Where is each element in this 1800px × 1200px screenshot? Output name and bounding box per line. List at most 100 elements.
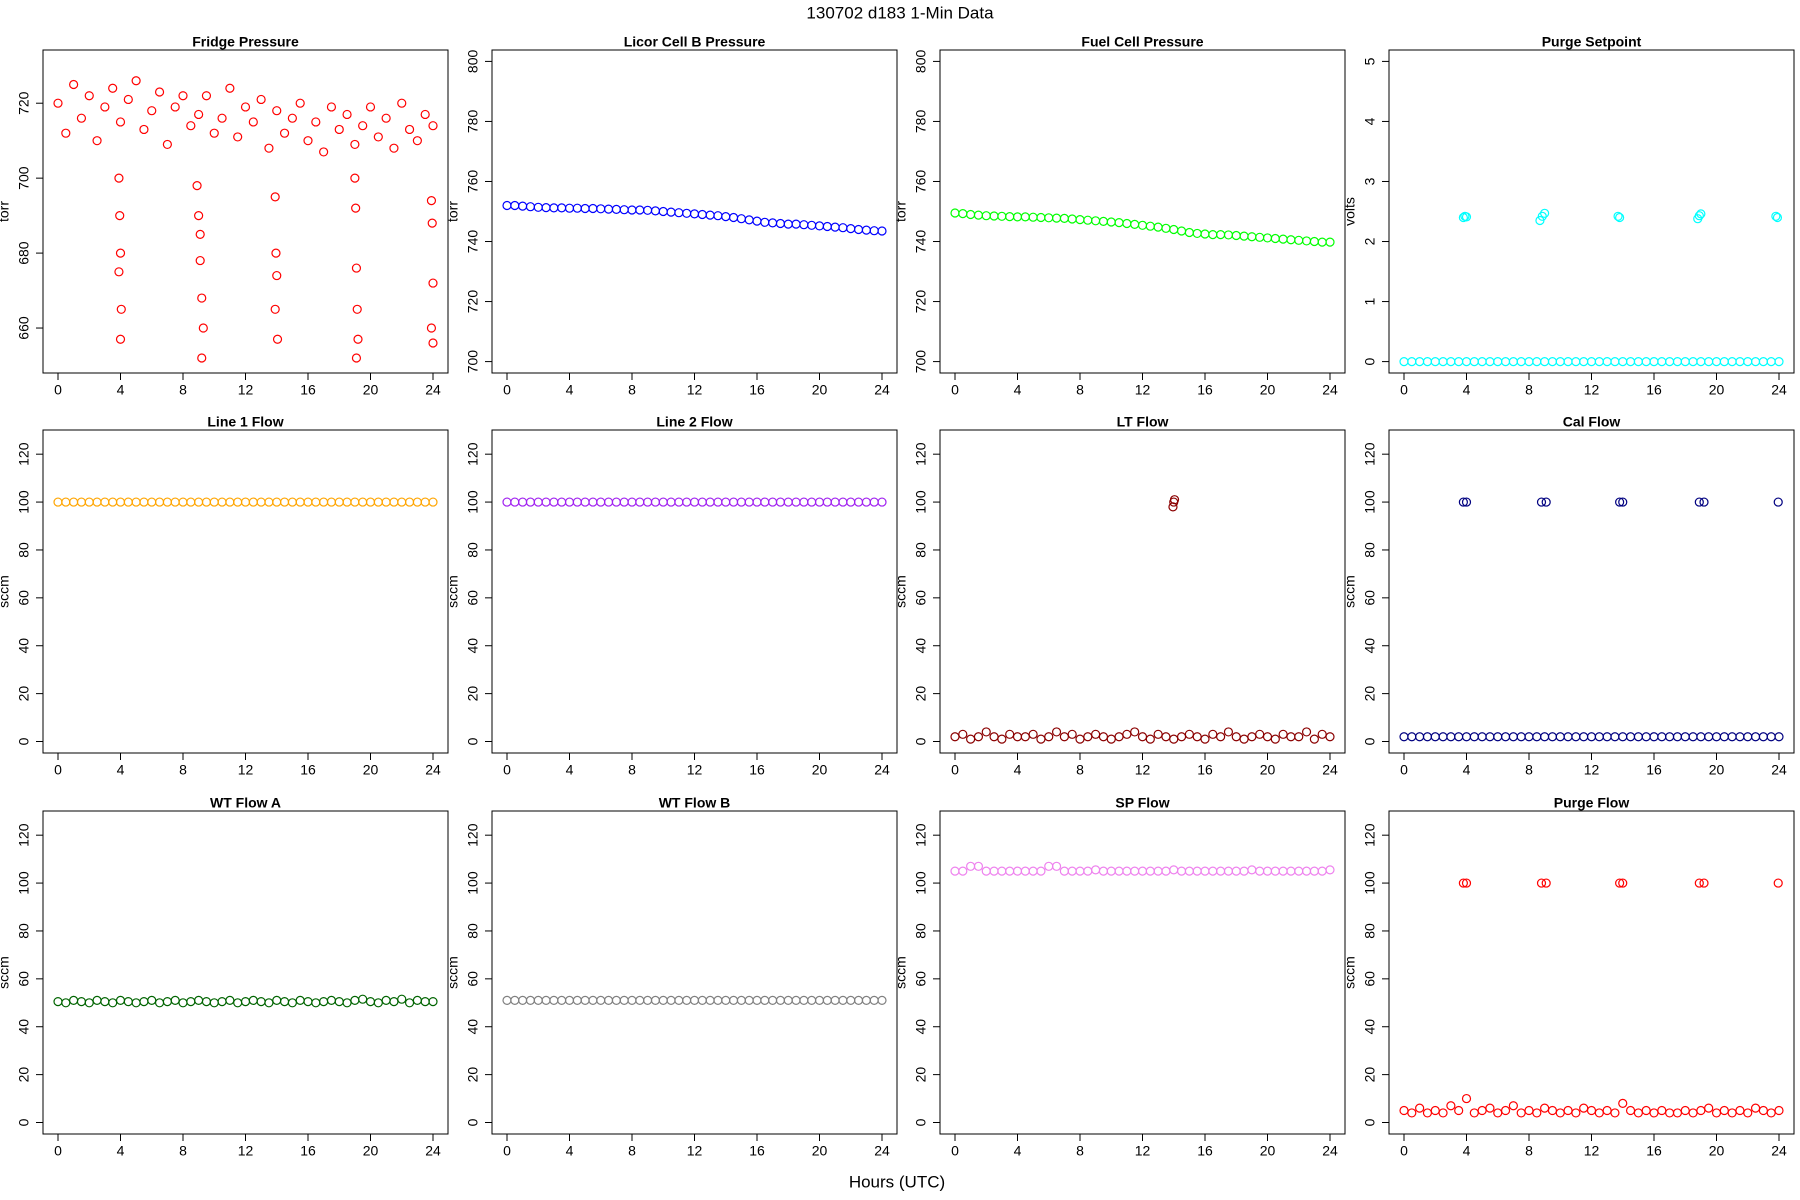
y-axis-label: torr [893, 201, 909, 222]
point [209, 998, 219, 1008]
point [1294, 235, 1304, 245]
point [1704, 1103, 1714, 1113]
point [635, 995, 645, 1005]
x-tick-label: 8 [628, 382, 636, 398]
point [1625, 732, 1636, 742]
point [1657, 1105, 1667, 1116]
point [295, 98, 305, 108]
point [1758, 356, 1768, 367]
point [264, 497, 274, 507]
point [760, 217, 770, 227]
point [186, 996, 196, 1007]
point [279, 497, 290, 507]
point [1649, 356, 1659, 367]
point [1153, 222, 1163, 232]
point [412, 995, 422, 1005]
point [1563, 1105, 1573, 1116]
point [256, 94, 266, 105]
y-tick-label: 0 [1362, 357, 1378, 365]
x-tick-label: 12 [238, 762, 254, 778]
point [1137, 866, 1148, 876]
point [1446, 732, 1456, 742]
point [1743, 1108, 1753, 1118]
point [350, 497, 360, 507]
point [1719, 1105, 1729, 1116]
point [1255, 232, 1265, 242]
point [1059, 213, 1069, 224]
x-tick-label: 8 [1076, 1143, 1084, 1159]
point [1750, 1103, 1761, 1113]
point [115, 334, 126, 344]
point [619, 995, 629, 1005]
point [643, 497, 653, 507]
point [846, 224, 856, 234]
y-tick-label: 0 [1362, 737, 1378, 745]
y-tick-label: 20 [913, 686, 929, 702]
point [1680, 356, 1690, 367]
point [1176, 226, 1187, 236]
point [549, 203, 559, 213]
point [209, 128, 219, 138]
point [326, 995, 337, 1005]
point [1665, 732, 1675, 742]
panel-title: Fridge Pressure [192, 34, 299, 50]
point [1610, 1108, 1620, 1118]
point [752, 497, 762, 507]
point [689, 995, 700, 1005]
point [186, 497, 196, 507]
x-tick-label: 20 [363, 382, 379, 398]
point [1735, 732, 1745, 742]
point [69, 995, 79, 1005]
point [1458, 212, 1468, 223]
point [1766, 356, 1776, 367]
y-tick-label: 100 [16, 871, 32, 895]
point [674, 208, 684, 218]
point [139, 124, 149, 135]
point [1555, 1108, 1565, 1118]
point [1469, 1108, 1479, 1118]
point [1137, 732, 1148, 742]
panel-title: Line 1 Flow [207, 414, 283, 430]
point [1699, 878, 1709, 888]
panel: Fuel Cell Pressure torr 0 4 8 12 16 20 24 700 720 7… [893, 34, 1346, 398]
x-tick-label: 20 [812, 762, 828, 778]
y-tick-label: 720 [16, 91, 32, 115]
point [162, 139, 172, 150]
point [736, 497, 746, 507]
point [1461, 1093, 1472, 1104]
point [147, 995, 157, 1005]
point [518, 201, 528, 211]
panel-title: Cal Flow [1563, 414, 1621, 430]
point [352, 304, 362, 314]
point [861, 497, 871, 507]
y-tick-label: 60 [913, 971, 929, 987]
point [1500, 732, 1511, 742]
point [1059, 866, 1069, 876]
point [869, 497, 879, 507]
point [830, 222, 840, 232]
point [195, 229, 205, 239]
plot-frame [1388, 49, 1795, 374]
point [1161, 223, 1171, 233]
x-tick-label: 24 [1771, 382, 1787, 398]
point [100, 497, 110, 507]
point [744, 215, 754, 225]
point [744, 995, 754, 1005]
point [721, 497, 731, 507]
point [1430, 356, 1440, 367]
y-tick-label: 1 [1362, 297, 1378, 305]
point [248, 497, 258, 507]
y-tick-label: 680 [16, 241, 32, 265]
point [353, 334, 363, 344]
point [1223, 866, 1234, 876]
point [53, 98, 63, 108]
point [518, 497, 528, 507]
point [1696, 209, 1706, 219]
point [1719, 356, 1729, 367]
y-tick-label: 40 [913, 1019, 929, 1035]
point [1270, 734, 1280, 744]
point [791, 497, 801, 507]
point [351, 263, 362, 273]
plot-frame [491, 429, 898, 754]
x-tick-label: 12 [1584, 382, 1600, 398]
